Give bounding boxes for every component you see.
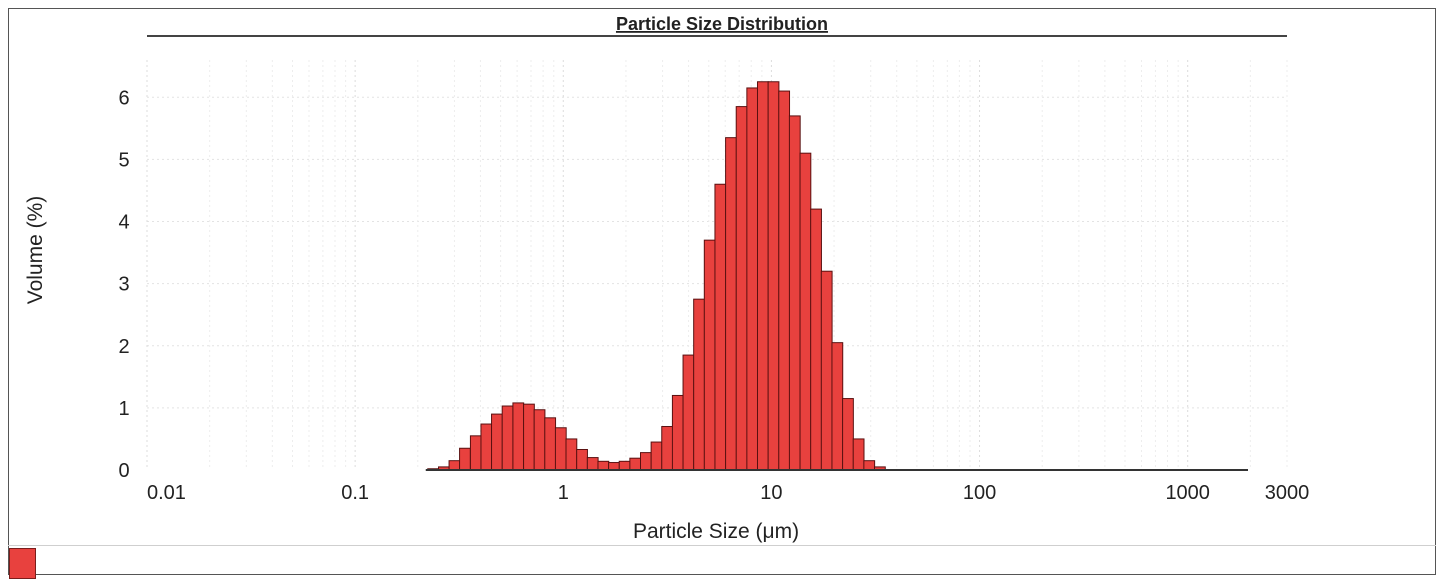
histogram-bar xyxy=(831,342,844,471)
x-tick-label: 3000 xyxy=(1265,482,1310,504)
chart-grid xyxy=(146,60,1288,470)
y-tick-label: 6 xyxy=(118,87,129,109)
histogram-bar xyxy=(767,81,780,471)
histogram-bar xyxy=(778,90,791,471)
histogram-bar xyxy=(565,438,578,471)
x-tick-label: 100 xyxy=(963,482,996,504)
x-tick-label: 1 xyxy=(558,482,569,504)
histogram-bar xyxy=(480,423,493,471)
y-tick-labels: 0 1 2 3 4 5 6 xyxy=(118,87,129,482)
histogram-bar xyxy=(448,460,461,471)
histogram-bar xyxy=(459,447,471,471)
x-tick-label: 0.01 xyxy=(147,482,186,504)
histogram-bar xyxy=(863,460,876,471)
histogram-bar xyxy=(597,460,610,471)
histogram-bar xyxy=(810,208,822,471)
histogram-bar xyxy=(852,438,865,471)
histogram-bar xyxy=(491,413,503,471)
histogram-bar xyxy=(842,398,854,471)
y-tick-label: 0 xyxy=(118,460,129,482)
histogram-bar xyxy=(544,417,557,471)
histogram-bar xyxy=(693,298,705,471)
x-tick-label: 0.1 xyxy=(341,482,369,504)
histogram-bar xyxy=(671,394,684,471)
histogram-bar xyxy=(586,457,599,471)
histogram-bar xyxy=(820,270,833,471)
chart-title: Particle Size Distribution xyxy=(616,14,828,34)
histogram-bar xyxy=(735,106,748,471)
y-tick-label: 5 xyxy=(118,149,129,171)
y-axis-label: Volume (%) xyxy=(24,196,47,305)
y-tick-label: 2 xyxy=(118,336,129,358)
histogram-bar xyxy=(639,452,652,471)
histogram-bar xyxy=(714,183,727,471)
chart-frame xyxy=(8,8,1436,575)
histogram-bar xyxy=(650,441,663,471)
y-tick-label: 4 xyxy=(118,212,129,234)
histogram-bar xyxy=(469,435,482,471)
y-tick-label: 3 xyxy=(118,274,129,296)
x-tick-labels: 0.01 0.1 1 10 100 1000 3000 xyxy=(147,482,1309,504)
histogram-bar xyxy=(512,402,525,471)
histogram-bar xyxy=(746,87,759,471)
histogram-bar xyxy=(576,449,588,471)
histogram-bar xyxy=(618,460,631,471)
histogram-bar xyxy=(608,462,620,471)
bar-series xyxy=(427,81,886,471)
histogram-bar xyxy=(799,152,812,471)
legend-separator xyxy=(8,545,1436,546)
histogram-bar xyxy=(682,354,695,471)
x-axis-label: Particle Size (μm) xyxy=(633,520,799,543)
histogram-bar xyxy=(756,81,769,471)
x-tick-label: 1000 xyxy=(1165,482,1210,504)
histogram-bar xyxy=(629,457,642,471)
histogram-bar xyxy=(554,427,567,471)
histogram-bar xyxy=(661,426,674,471)
histogram-bar xyxy=(533,409,546,471)
histogram-bar xyxy=(703,239,716,471)
x-tick-label: 10 xyxy=(760,482,782,504)
y-tick-label: 1 xyxy=(118,398,129,420)
histogram-bar xyxy=(523,403,535,471)
histogram-bar xyxy=(501,405,514,471)
histogram-bar xyxy=(725,137,737,471)
histogram-bar xyxy=(788,115,801,471)
